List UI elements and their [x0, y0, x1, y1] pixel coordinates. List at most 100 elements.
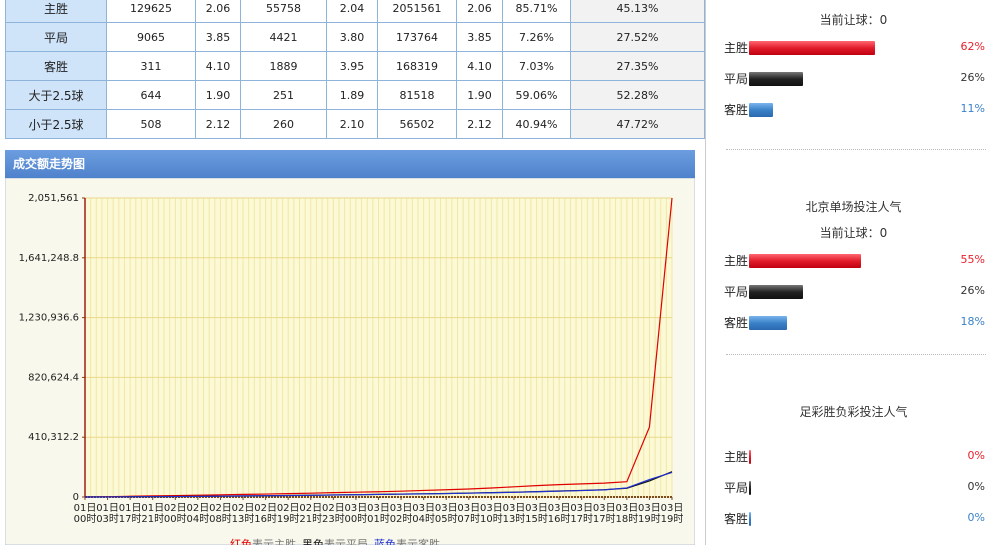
x-tick-label: 03日00时: [344, 503, 368, 525]
bar-value: 26%: [960, 284, 985, 297]
legend-text: 表示平局: [324, 538, 368, 545]
table-cell: 56502: [377, 109, 457, 139]
table-cell: 2.12: [456, 109, 503, 139]
table-cell: 客胜: [5, 51, 107, 81]
y-tick-label: 410,312.2: [28, 432, 79, 443]
legend-color: 蓝色: [374, 538, 396, 545]
bar-value: 0%: [967, 480, 985, 493]
y-tick-label: 2,051,561: [28, 193, 79, 204]
table-cell: 27.35%: [570, 51, 705, 81]
bar: [749, 72, 803, 86]
table-cell: 3.95: [326, 51, 378, 81]
table-cell: 9065: [106, 22, 196, 52]
legend-color: 红色: [230, 538, 252, 545]
bar-value: 0%: [967, 511, 985, 524]
table-cell: 2.10: [326, 109, 378, 139]
table-cell: 40.94%: [502, 109, 571, 139]
table-cell: 129625: [106, 0, 196, 23]
table-cell: 45.13%: [570, 0, 705, 23]
line-series: [84, 197, 673, 498]
bar-label: 平局: [724, 285, 749, 299]
x-tick-label: 01日03时: [96, 503, 119, 525]
popularity-panel: 当前让球：0 主胜 62% 平局 26% 客胜 11% 北京单场投注人气 当前让球：0 主胜 55%…: [705, 0, 1000, 545]
x-tick-label: 03日05时: [434, 503, 458, 525]
table-cell: 1.90: [195, 80, 241, 110]
bar-label: 主胜: [724, 41, 749, 55]
x-tick-label: 03日13时: [502, 503, 526, 525]
bar: [749, 512, 751, 526]
x-tick-label: 03日10时: [480, 503, 503, 525]
bar: [749, 481, 751, 495]
table-row: 大于2.5球 644 1.90 251 1.89 81518 1.90 59.06% 52.28…: [5, 80, 705, 110]
legend-text: 表示主胜: [252, 538, 296, 545]
x-tick-label: 02日21时: [299, 503, 323, 525]
section-title: 足彩胜负彩投注人气: [799, 405, 908, 419]
bar-value: 0%: [967, 449, 985, 462]
table-cell: 2.04: [326, 0, 378, 23]
x-tick-label: 03日19时: [660, 503, 684, 525]
table-cell: 平局: [5, 22, 107, 52]
table-cell: 260: [240, 109, 327, 139]
table-row: 主胜 129625 2.06 55758 2.04 2051561 2.06 85.71% 45…: [5, 0, 705, 23]
table-cell: 47.72%: [570, 109, 705, 139]
bar-label: 平局: [724, 72, 749, 86]
y-tick-label: 0: [73, 492, 79, 503]
table-cell: 1889: [240, 51, 327, 81]
x-tick-label: 02日16时: [254, 503, 277, 525]
bar: [749, 450, 751, 464]
table-cell: 主胜: [5, 0, 107, 23]
x-tick-label: 03日18时: [615, 503, 639, 525]
x-tick-label: 03日15时: [525, 503, 548, 525]
x-tick-label: 02日00时: [163, 503, 187, 525]
table-cell: 4.10: [456, 51, 503, 81]
line-series: [84, 471, 673, 498]
handicap: 当前让球：0: [819, 226, 888, 240]
table-cell: 2.06: [456, 0, 503, 23]
section-title: 北京单场投注人气: [805, 200, 902, 214]
table-cell: 1.89: [326, 80, 378, 110]
table-row: 平局 9065 3.85 4421 3.80 173764 3.85 7.26% 27.52%: [5, 22, 705, 52]
bar: [749, 285, 803, 299]
table-cell: 小于2.5球: [5, 109, 107, 139]
table-cell: 大于2.5球: [5, 80, 107, 110]
bar: [749, 316, 787, 330]
x-tick-label: 02日13时: [231, 503, 255, 525]
x-tick-label: 02日04时: [186, 503, 210, 525]
table-cell: 2051561: [377, 0, 457, 23]
table-cell: 251: [240, 80, 327, 110]
bar-value: 18%: [960, 315, 985, 328]
x-tick-label: 03日04时: [412, 503, 435, 525]
table-row: 客胜 311 4.10 1889 3.95 168319 4.10 7.03% 27.35%: [5, 51, 705, 81]
x-tick-label: 03日01时: [367, 503, 390, 525]
table-cell: 4421: [240, 22, 327, 52]
handicap: 当前让球：0: [819, 13, 888, 27]
legend: 红色表示主胜 黑色表示平局 蓝色表示客胜: [230, 536, 446, 545]
divider: [726, 354, 986, 355]
table-cell: 4.10: [195, 51, 241, 81]
x-tick-label: 03日16时: [547, 503, 571, 525]
table-cell: 55758: [240, 0, 327, 23]
table-cell: 644: [106, 80, 196, 110]
bar: [749, 103, 773, 117]
x-tick-label: 01日17时: [118, 503, 142, 525]
bar-label: 客胜: [724, 103, 749, 117]
x-tick-label: 02日08时: [209, 503, 232, 525]
table-cell: 7.03%: [502, 51, 571, 81]
x-tick-label: 02日23时: [321, 503, 345, 525]
x-tick-label: 02日19时: [276, 503, 300, 525]
bar-value: 55%: [960, 253, 985, 266]
legend-color: 黑色: [302, 538, 324, 545]
divider: [726, 149, 986, 150]
table-cell: 2.06: [195, 0, 241, 23]
x-tick-label: 01日00时: [73, 503, 97, 525]
x-tick-label: 03日17时: [592, 503, 616, 525]
bar-value: 62%: [960, 40, 985, 53]
table-cell: 173764: [377, 22, 457, 52]
chart-header: 成交额走势图: [5, 150, 695, 178]
table-cell: 2.12: [195, 109, 241, 139]
odds-table: 主胜 129625 2.06 55758 2.04 2051561 2.06 85.71% 45…: [5, 0, 705, 139]
table-cell: 81518: [377, 80, 457, 110]
table-cell: 27.52%: [570, 22, 705, 52]
y-tick-label: 1,641,248.8: [19, 253, 79, 264]
